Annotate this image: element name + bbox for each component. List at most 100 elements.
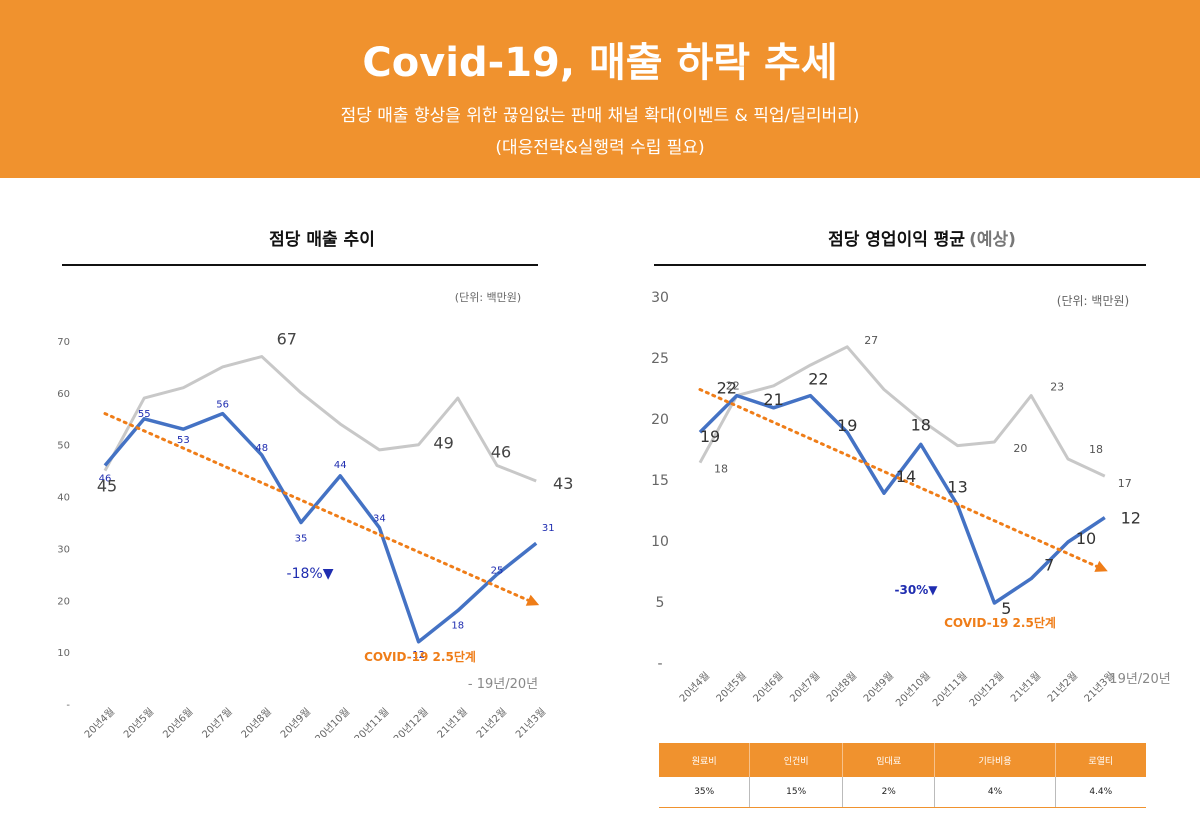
sales-y-tick: 40 xyxy=(57,493,70,504)
profit-chart-event: COVID-19 2.5단계 xyxy=(944,615,1056,630)
sales-series-19-20-label: 46 xyxy=(491,442,511,461)
profit-trend-arrowhead xyxy=(1094,560,1108,572)
sales-series-21-label: 48 xyxy=(255,443,268,454)
page-title: Covid-19, 매출 하락 추세 xyxy=(362,40,838,86)
sales-x-tick: 20년4월 xyxy=(82,706,117,738)
sales-y-tick: 30 xyxy=(57,544,70,555)
sales-series-21-label: 56 xyxy=(216,400,229,411)
cost-table-header: 로열티 xyxy=(1055,743,1146,777)
sales-x-tick: 21년3월 xyxy=(513,706,548,738)
cost-table-cell: 4.4% xyxy=(1055,777,1146,808)
sales-x-tick: 20년11월 xyxy=(352,706,391,738)
profit-chart-legend: 19년/20년 xyxy=(1109,672,1170,687)
sales-x-tick: 20년12월 xyxy=(391,706,430,738)
profit-series-21-label: 7 xyxy=(1044,556,1054,575)
cost-table-header-row: 원료비 인건비 임대료 기타비용 로열티 xyxy=(659,743,1146,777)
sales-chart: 점당 매출 추이 (단위: 백만원) - 10 20 30 40 50 60 70 20년4월… xyxy=(57,230,573,738)
sales-x-tick: 20년10월 xyxy=(313,706,352,738)
profit-series-19-20-label: 27 xyxy=(864,334,878,347)
sales-series-21-line xyxy=(103,411,538,644)
profit-series-21-label: 19 xyxy=(700,427,720,446)
page-subtitle-note: (대응전략&실행력 수립 필요) xyxy=(495,138,705,158)
profit-x-tick: 20년10월 xyxy=(893,670,932,709)
sales-series-21-label: 18 xyxy=(451,621,464,632)
profit-y-tick: - xyxy=(657,656,662,672)
profit-x-tick: 20년9월 xyxy=(861,670,896,705)
profit-x-tick: 20년11월 xyxy=(930,670,969,709)
profit-chart-title-main: 점당 영업이익 평균 xyxy=(828,230,965,250)
profit-series-21-label: 5 xyxy=(1001,599,1011,618)
sales-series-21-label: 44 xyxy=(334,460,347,471)
sales-series-21-label: 55 xyxy=(138,409,151,420)
sales-trend-line xyxy=(103,412,530,602)
profit-y-tick: 5 xyxy=(656,595,665,611)
sales-x-tick: 20년6월 xyxy=(161,706,196,738)
sales-series-19-20-label: 67 xyxy=(277,330,297,349)
sales-series-21-label: 31 xyxy=(542,523,555,534)
sales-series-19-20-label: 43 xyxy=(553,474,573,493)
sales-series-19-20-label: 45 xyxy=(97,477,117,496)
profit-series-19-20-label: 22 xyxy=(726,380,740,393)
header-banner: Covid-19, 매출 하락 추세 점당 매출 향상을 위한 끊임없는 판매 … xyxy=(0,0,1200,178)
profit-y-tick: 15 xyxy=(651,473,669,489)
sales-y-tick: 70 xyxy=(57,337,70,348)
profit-series-21-label: 13 xyxy=(947,477,967,496)
profit-series-21-label: 18 xyxy=(911,415,931,434)
profit-y-tick: 25 xyxy=(651,351,669,367)
sales-x-tick: 20년7월 xyxy=(200,706,235,738)
profit-series-21-label: 22 xyxy=(717,379,737,398)
cost-table-header: 인건비 xyxy=(749,743,843,777)
profit-series-21-label: 12 xyxy=(1121,509,1141,528)
sales-series-21-label: 35 xyxy=(295,534,308,545)
profit-chart-change: -30%▼ xyxy=(895,583,939,597)
profit-chart-unit: (단위: 백만원) xyxy=(1057,294,1129,308)
profit-x-tick: 20년7월 xyxy=(788,670,823,705)
sales-series-21-label: 34 xyxy=(373,514,386,525)
sales-series-21-label: 25 xyxy=(491,565,504,576)
sales-chart-legend: - 19년/20년 xyxy=(468,677,538,692)
sales-chart-title: 점당 매출 추이 xyxy=(269,230,375,250)
profit-series-21-line xyxy=(698,393,1106,605)
cost-table-header: 기타비용 xyxy=(934,743,1056,777)
cost-table-cell: 4% xyxy=(934,777,1056,808)
profit-series-21-label: 14 xyxy=(896,467,916,486)
profit-series-19-20-label: 18 xyxy=(714,463,728,476)
profit-x-tick: 20년4월 xyxy=(677,670,712,705)
profit-x-tick: 20년6월 xyxy=(751,670,786,705)
profit-series-21-label: 22 xyxy=(808,370,828,389)
sales-y-tick: - xyxy=(66,700,70,711)
cost-table-row: 35% 15% 2% 4% 4.4% xyxy=(659,777,1146,808)
cost-table-cell: 35% xyxy=(659,777,751,808)
profit-series-21-label: 21 xyxy=(763,390,783,409)
cost-ratio-table: 원료비 인건비 임대료 기타비용 로열티 35% 15% 2% 4% 4.4% xyxy=(659,743,1146,808)
profit-y-tick: 10 xyxy=(651,534,669,550)
profit-chart: 점당 영업이익 평균 (예상) (단위: 백만원) - 5 10 15 20 25 30 20… xyxy=(651,230,1171,709)
cost-table-cell: 15% xyxy=(749,777,843,808)
profit-series-21-label: 19 xyxy=(837,416,857,435)
sales-y-tick: 10 xyxy=(57,648,70,659)
sales-y-tick: 50 xyxy=(57,441,70,452)
profit-chart-title: 점당 영업이익 평균 (예상) xyxy=(828,230,1016,250)
cost-table-cell: 2% xyxy=(842,777,936,808)
profit-x-tick: 20년8월 xyxy=(824,670,859,705)
profit-x-tick: 21년1월 xyxy=(1008,670,1043,705)
profit-series-19-20-label: 18 xyxy=(1089,443,1103,456)
profit-series-19-20-label: 20 xyxy=(1013,442,1027,455)
profit-series-19-20-line xyxy=(698,345,1106,478)
profit-chart-title-suffix: (예상) xyxy=(969,230,1016,250)
sales-series-19-20-line xyxy=(103,355,537,483)
sales-x-tick: 20년8월 xyxy=(239,706,274,738)
sales-y-tick: 60 xyxy=(57,389,70,400)
sales-chart-change: -18%▼ xyxy=(287,566,334,582)
profit-x-tick: 21년2월 xyxy=(1045,670,1080,705)
sales-y-tick: 20 xyxy=(57,596,70,607)
cost-table-header: 임대료 xyxy=(842,743,936,777)
profit-y-tick: 20 xyxy=(651,412,669,428)
profit-y-tick: 30 xyxy=(651,290,669,306)
sales-series-21-label: 46 xyxy=(99,473,112,484)
page-subtitle: 점당 매출 향상을 위한 끊임없는 판매 채널 확대(이벤트 & 픽업/딜리버리… xyxy=(340,106,860,126)
profit-series-19-20-label: 17 xyxy=(1118,477,1132,490)
sales-trend-arrowhead xyxy=(525,594,540,606)
profit-series-19-20-label: 23 xyxy=(1050,381,1064,394)
sales-series-19-20-label: 49 xyxy=(433,434,453,453)
